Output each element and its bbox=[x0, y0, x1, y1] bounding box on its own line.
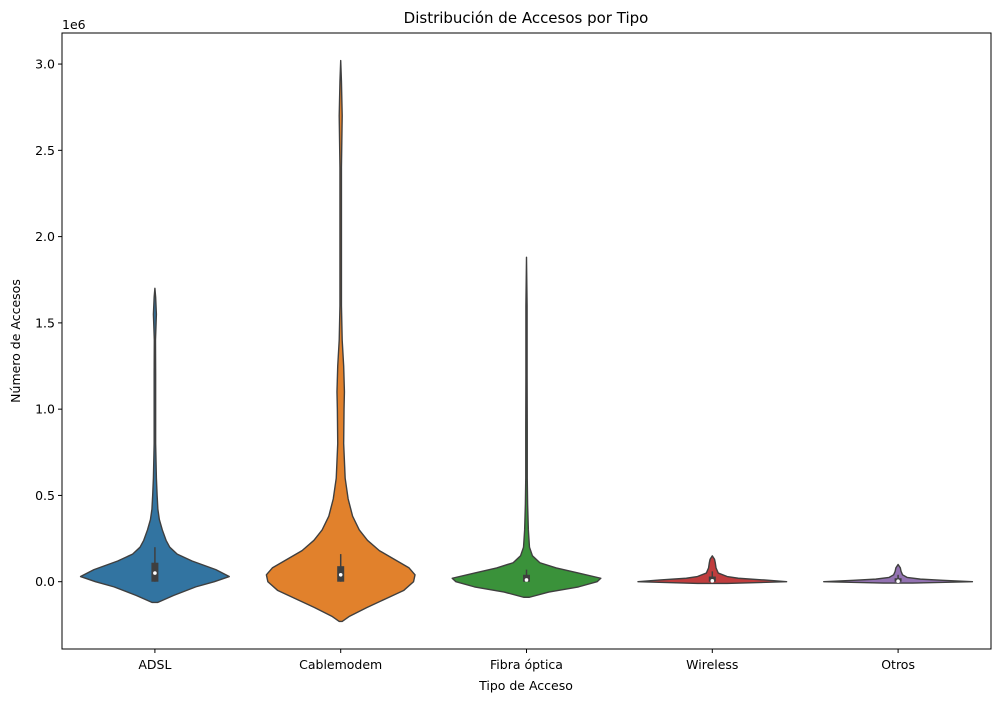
x-tick-label: Fibra óptica bbox=[490, 657, 563, 672]
violin-group bbox=[265, 59, 416, 623]
y-tick-label: 0.5 bbox=[35, 488, 55, 503]
violin-body bbox=[823, 563, 974, 584]
violin-median-point bbox=[710, 579, 715, 583]
plot-area bbox=[79, 59, 974, 623]
y-tick-label: 2.0 bbox=[35, 229, 55, 244]
violin-median-point bbox=[153, 571, 157, 575]
y-offset-label: 1e6 bbox=[62, 17, 86, 32]
y-tick-label: 2.5 bbox=[35, 143, 55, 158]
violin-group bbox=[79, 287, 230, 604]
violin-body bbox=[637, 555, 788, 585]
violin-body bbox=[79, 287, 230, 604]
x-tick-label: ADSL bbox=[138, 657, 171, 672]
x-axis: ADSL Cablemodem Fibra óptica Wireless Otros bbox=[138, 649, 915, 672]
x-axis-label: Tipo de Acceso bbox=[478, 678, 573, 693]
x-tick-label: Wireless bbox=[686, 657, 738, 672]
violin-median-point bbox=[524, 578, 529, 582]
x-tick-label: Otros bbox=[881, 657, 915, 672]
x-tick-label: Cablemodem bbox=[299, 657, 382, 672]
y-axis: 0.0 0.5 1.0 1.5 2.0 2.5 3.0 bbox=[35, 57, 62, 589]
y-tick-label: 0.0 bbox=[35, 574, 55, 589]
y-tick-label: 1.0 bbox=[35, 402, 55, 417]
violin-median-point bbox=[896, 579, 900, 583]
violin-body bbox=[451, 256, 602, 598]
violin-group bbox=[451, 256, 602, 598]
chart-title: Distribución de Accesos por Tipo bbox=[404, 9, 649, 27]
violin-body bbox=[265, 59, 416, 623]
violin-group bbox=[637, 555, 788, 585]
y-tick-label: 1.5 bbox=[35, 315, 55, 330]
violin-group bbox=[823, 563, 974, 584]
y-tick-label: 3.0 bbox=[35, 57, 55, 72]
y-axis-label: Número de Accesos bbox=[8, 279, 23, 403]
violin-median-point bbox=[338, 573, 343, 577]
